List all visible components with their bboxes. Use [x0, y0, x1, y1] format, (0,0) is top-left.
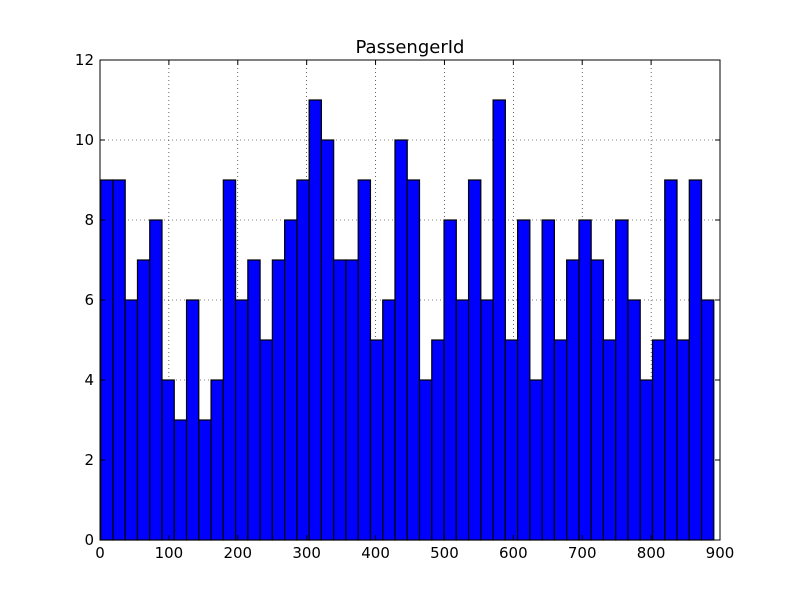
histogram-bar — [406, 179, 421, 541]
x-tick-label: 800 — [637, 544, 666, 562]
histogram-bar — [382, 299, 396, 541]
histogram-bar — [578, 219, 592, 541]
histogram-bar — [627, 299, 641, 541]
histogram-bar — [615, 219, 629, 541]
histogram-bar — [394, 139, 408, 541]
histogram-bar — [700, 299, 715, 541]
histogram-bar — [259, 339, 273, 541]
histogram-bar — [247, 259, 261, 541]
axis-ticks — [99, 59, 721, 541]
x-tick-label: 700 — [568, 544, 597, 562]
histogram-bar — [369, 339, 384, 541]
histogram-bar — [492, 99, 506, 541]
histogram-bar — [455, 299, 470, 541]
x-tick-label: 600 — [499, 544, 528, 562]
histogram-bar — [173, 419, 188, 541]
histogram-bar — [296, 179, 310, 541]
tick-labels: 0 100 200 300 400 500 600 700 800 900 0 2 4 6 8 10 12 — [75, 51, 734, 562]
histogram-bar — [553, 339, 568, 541]
histogram-bar — [443, 219, 457, 541]
histogram-bar — [271, 259, 286, 541]
histogram-bar — [284, 219, 298, 541]
histogram-bar — [149, 219, 163, 541]
x-tick-label: 300 — [292, 544, 321, 562]
x-tick-label: 900 — [706, 544, 735, 562]
histogram-bar — [161, 379, 175, 541]
histogram-bar — [504, 339, 519, 541]
histogram-bar — [345, 259, 359, 541]
y-tick-label: 4 — [84, 371, 94, 389]
histogram-bar — [639, 379, 654, 541]
histogram-bar — [136, 259, 151, 541]
histogram-bar — [234, 299, 249, 541]
y-tick-label: 2 — [84, 451, 94, 469]
histogram-bar — [431, 339, 445, 541]
histogram-bar — [664, 179, 678, 541]
x-tick-label: 100 — [155, 544, 184, 562]
x-tick-label: 0 — [95, 544, 105, 562]
histogram-bar — [210, 379, 224, 541]
x-tick-label: 400 — [361, 544, 390, 562]
histogram-bar — [333, 259, 347, 541]
histogram-bars — [100, 99, 715, 541]
histogram-bar — [112, 179, 126, 541]
histogram-bar — [517, 219, 531, 541]
histogram-bar — [651, 339, 666, 541]
histogram-bar — [467, 179, 482, 541]
histogram-bar — [590, 259, 605, 541]
y-tick-label: 8 — [84, 211, 94, 229]
histogram-bar — [602, 339, 617, 541]
x-tick-label: 500 — [430, 544, 459, 562]
histogram-bar — [124, 299, 139, 541]
histogram-bar — [688, 179, 703, 541]
histogram-bar — [480, 299, 494, 541]
histogram-bar — [198, 419, 212, 541]
histogram-bar — [529, 379, 543, 541]
chart-title: PassengerId — [356, 37, 465, 58]
histogram-bar — [222, 179, 237, 541]
histogram-bar — [308, 99, 323, 541]
histogram-bar — [357, 179, 372, 541]
histogram-bar — [541, 219, 555, 541]
y-tick-label: 10 — [75, 131, 94, 149]
y-tick-label: 6 — [84, 291, 94, 309]
y-tick-label: 12 — [75, 51, 94, 69]
histogram-bar — [566, 259, 580, 541]
histogram-bar — [676, 339, 690, 541]
histogram-bar — [100, 179, 114, 541]
histogram-bar — [185, 299, 200, 541]
histogram-bar — [320, 139, 335, 541]
histogram-bar — [418, 379, 433, 541]
x-tick-label: 200 — [223, 544, 252, 562]
y-tick-label: 0 — [84, 531, 94, 549]
